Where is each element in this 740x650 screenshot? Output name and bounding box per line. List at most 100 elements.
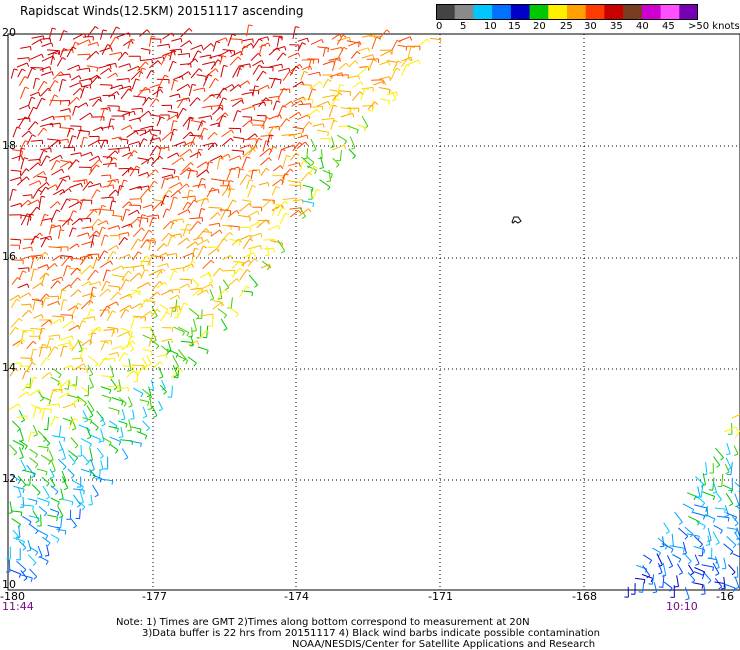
wind-barb [101, 44, 109, 55]
lat-label-16: 16 [2, 250, 16, 263]
wind-barb [111, 327, 116, 337]
wind-barb [171, 37, 182, 42]
wind-barb-flag [701, 484, 706, 486]
wind-barb [731, 515, 739, 524]
wind-barb [268, 96, 279, 99]
wind-barb-flag [95, 478, 100, 480]
wind-barb [78, 320, 83, 330]
wind-barb [150, 328, 157, 341]
wind-barb-flag [143, 138, 148, 142]
wind-barb-flag [309, 65, 313, 70]
wind-barb-flag [68, 379, 72, 384]
wind-barb [107, 385, 120, 388]
wind-barb [76, 395, 87, 404]
wind-barb-flag [222, 55, 227, 58]
wind-barb-flag [13, 452, 18, 456]
wind-barb [227, 210, 238, 218]
wind-barb-flag [188, 28, 193, 32]
wind-barb-flag [44, 213, 49, 217]
wind-barb [47, 300, 59, 306]
wind-barb-flag [249, 144, 252, 149]
wind-barb [172, 364, 178, 376]
wind-barb-flag [690, 572, 694, 576]
wind-barb-flag [268, 264, 272, 269]
wind-barb [132, 409, 135, 419]
wind-barb [122, 110, 135, 116]
wind-barb-flag [658, 572, 663, 575]
wind-barb-flag [56, 512, 60, 517]
wind-barb-flag [17, 294, 21, 299]
wind-barb [635, 577, 645, 580]
wind-barb [242, 120, 251, 128]
wind-barb [207, 246, 219, 248]
wind-barb [728, 564, 736, 573]
wind-barb-flag [110, 47, 113, 52]
wind-barb-flag [734, 453, 739, 456]
wind-barb [196, 74, 207, 77]
wind-barb [734, 576, 740, 588]
wind-barb [170, 190, 179, 198]
wind-barb [159, 74, 166, 86]
wind-barb-flag [128, 201, 133, 206]
wind-barb [22, 469, 36, 474]
wind-barb [187, 58, 196, 66]
wind-barb [46, 403, 60, 406]
wind-barb [182, 116, 191, 127]
wind-barb-flag [112, 184, 115, 189]
wind-barb [126, 130, 137, 138]
wind-barb [209, 212, 218, 220]
wind-barb [118, 254, 130, 260]
wind-barb [57, 458, 67, 468]
wind-barb-flag [170, 289, 174, 294]
wind-barb [199, 127, 205, 139]
wind-barb-flag [66, 198, 71, 202]
wind-barb [42, 536, 51, 544]
wind-barb [131, 289, 141, 292]
wind-barb [117, 331, 129, 338]
wind-barb-flag [166, 208, 171, 211]
wind-barb [48, 139, 59, 149]
wind-barb [111, 136, 121, 140]
wind-barb-flag [21, 339, 26, 343]
wind-barb-flag [158, 408, 163, 412]
wind-barb-flag [231, 167, 236, 171]
wind-barb-flag [670, 548, 674, 553]
wind-barb [19, 104, 29, 110]
wind-barb [47, 184, 56, 190]
wind-barb [87, 364, 94, 375]
wind-barb-flag [61, 480, 67, 483]
wind-barb-flag [367, 66, 371, 71]
wind-barb-flag [298, 210, 302, 214]
wind-barb-flag [210, 259, 215, 264]
wind-barb-flag [82, 198, 88, 201]
wind-barb-flag [217, 189, 220, 194]
wind-barb [131, 107, 143, 110]
wind-barb-flag [90, 254, 93, 260]
wind-barb [30, 349, 34, 362]
wind-barb-flag [335, 58, 340, 61]
wind-barb [653, 582, 658, 593]
wind-barb-flag [285, 212, 290, 216]
wind-barb [109, 291, 119, 301]
wind-barb [60, 488, 64, 499]
wind-barb [656, 553, 663, 566]
wind-barb [167, 110, 178, 114]
wind-barb [671, 545, 685, 549]
wind-barb [128, 209, 138, 216]
wind-barb-flag [24, 116, 29, 120]
wind-barb-flag [63, 437, 66, 442]
wind-barb [70, 518, 77, 527]
wind-barb-flag [17, 277, 21, 281]
wind-barb [721, 473, 724, 487]
wind-barb [367, 101, 376, 110]
wind-barb [40, 37, 51, 40]
wind-barb-flag [59, 318, 63, 323]
wind-barb [328, 98, 337, 109]
wind-barb [100, 234, 105, 246]
wind-barb-flag [196, 97, 201, 101]
wind-barb-flag [126, 139, 129, 145]
wind-barb-flag [703, 525, 706, 530]
wind-barb-flag [173, 270, 178, 273]
wind-barb-flag [72, 135, 77, 138]
wind-barb-flag [50, 476, 55, 479]
